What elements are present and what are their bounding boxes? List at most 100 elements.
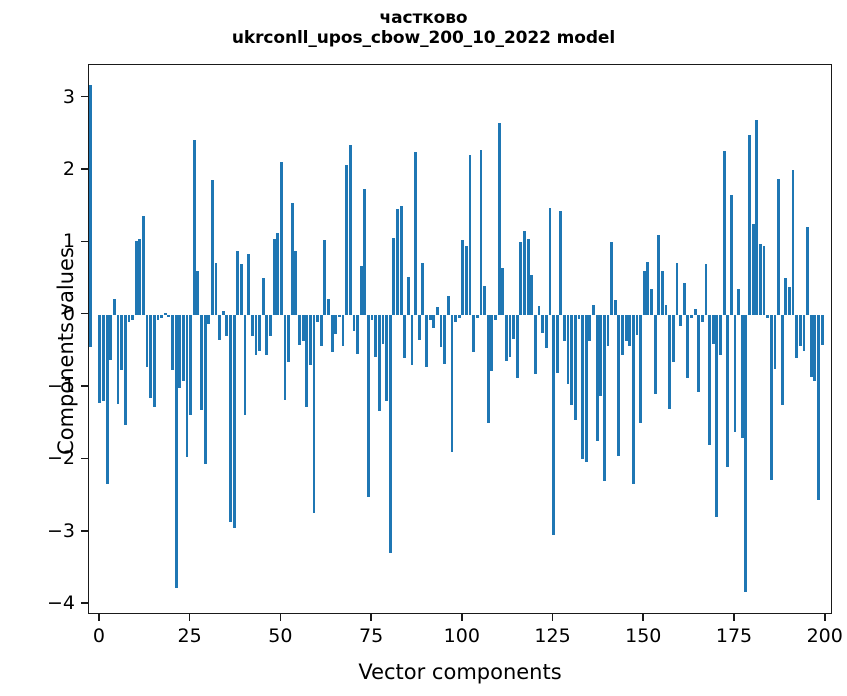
bar (737, 289, 741, 315)
bar (751, 224, 755, 315)
bar (171, 314, 174, 370)
bar (668, 314, 672, 409)
y-tick-mark (81, 312, 88, 315)
bar (116, 314, 120, 405)
bar (610, 242, 614, 315)
bar (308, 314, 312, 366)
bar (544, 314, 548, 348)
bar (606, 314, 610, 347)
bar (501, 267, 505, 315)
bar (435, 307, 439, 315)
bar (145, 314, 149, 367)
bar (283, 314, 287, 401)
bar (178, 314, 182, 389)
bar (345, 164, 349, 315)
bar (704, 264, 708, 315)
bar (192, 140, 196, 315)
plot-axes-frame (88, 64, 832, 614)
bar (439, 314, 443, 348)
bar (319, 314, 323, 347)
bar (428, 314, 432, 321)
bar (624, 314, 628, 341)
bar (621, 314, 624, 356)
bar (719, 314, 722, 356)
bar (396, 209, 399, 315)
bar (552, 314, 555, 536)
bar (486, 314, 490, 424)
bar (290, 202, 294, 315)
bar (777, 178, 780, 315)
bar (533, 314, 537, 374)
x-axis-label: Vector components (358, 660, 562, 684)
bar (646, 261, 650, 315)
bar (802, 314, 806, 351)
bar (403, 314, 407, 359)
bar (465, 245, 468, 315)
bar (523, 230, 526, 315)
chart-title-line-1: частково (379, 8, 468, 28)
bar (142, 215, 145, 315)
bar (686, 314, 690, 379)
x-tick-mark (370, 614, 372, 621)
bar (769, 314, 773, 480)
bar (657, 235, 661, 315)
bar (214, 262, 218, 315)
bar (443, 314, 447, 364)
bar (541, 314, 545, 333)
bar (370, 314, 374, 321)
bar (105, 314, 109, 484)
bar (559, 211, 563, 315)
bar (240, 264, 243, 315)
bar (592, 304, 595, 315)
bar (602, 314, 606, 482)
x-tick-label: 25 (177, 625, 202, 647)
x-tick-label: 125 (534, 625, 571, 647)
bar (548, 208, 552, 315)
bar (221, 311, 225, 315)
bar (468, 154, 472, 315)
bar (475, 314, 479, 318)
bar (555, 314, 559, 373)
x-tick-mark (188, 614, 191, 621)
bar (595, 314, 599, 442)
bar (229, 314, 232, 523)
y-axis-label: Components values (54, 247, 78, 455)
bar (628, 314, 632, 347)
bar (421, 262, 425, 315)
bar (573, 314, 577, 421)
bar (748, 135, 751, 315)
bar (664, 304, 668, 315)
x-tick-mark (733, 614, 735, 621)
bar (120, 314, 124, 370)
y-tick-mark (81, 168, 88, 170)
bar (330, 314, 334, 353)
bar (102, 314, 105, 402)
chart-title: частково ukrconll_upos_cbow_200_10_2022 … (0, 8, 847, 48)
x-tick-label: 50 (268, 625, 293, 647)
bar (414, 151, 418, 315)
bar (425, 314, 428, 368)
bar (367, 314, 370, 498)
x-tick-label: 100 (443, 625, 480, 647)
bar (512, 314, 516, 339)
bar (406, 277, 410, 315)
bar (690, 314, 693, 318)
bar (279, 161, 283, 315)
y-tick-mark (81, 385, 88, 387)
bar (269, 314, 272, 337)
bar (207, 314, 211, 325)
bar (617, 314, 621, 456)
bar (181, 314, 185, 382)
bar (152, 314, 156, 407)
bar (780, 314, 784, 406)
bar (817, 314, 820, 500)
bar (813, 314, 817, 382)
bar (89, 84, 92, 315)
y-tick-mark (81, 457, 88, 460)
bar (352, 314, 356, 331)
bar (254, 314, 258, 356)
bar (762, 245, 766, 315)
bar (755, 120, 759, 315)
bar-plot-area (89, 65, 831, 613)
bar (109, 314, 113, 361)
